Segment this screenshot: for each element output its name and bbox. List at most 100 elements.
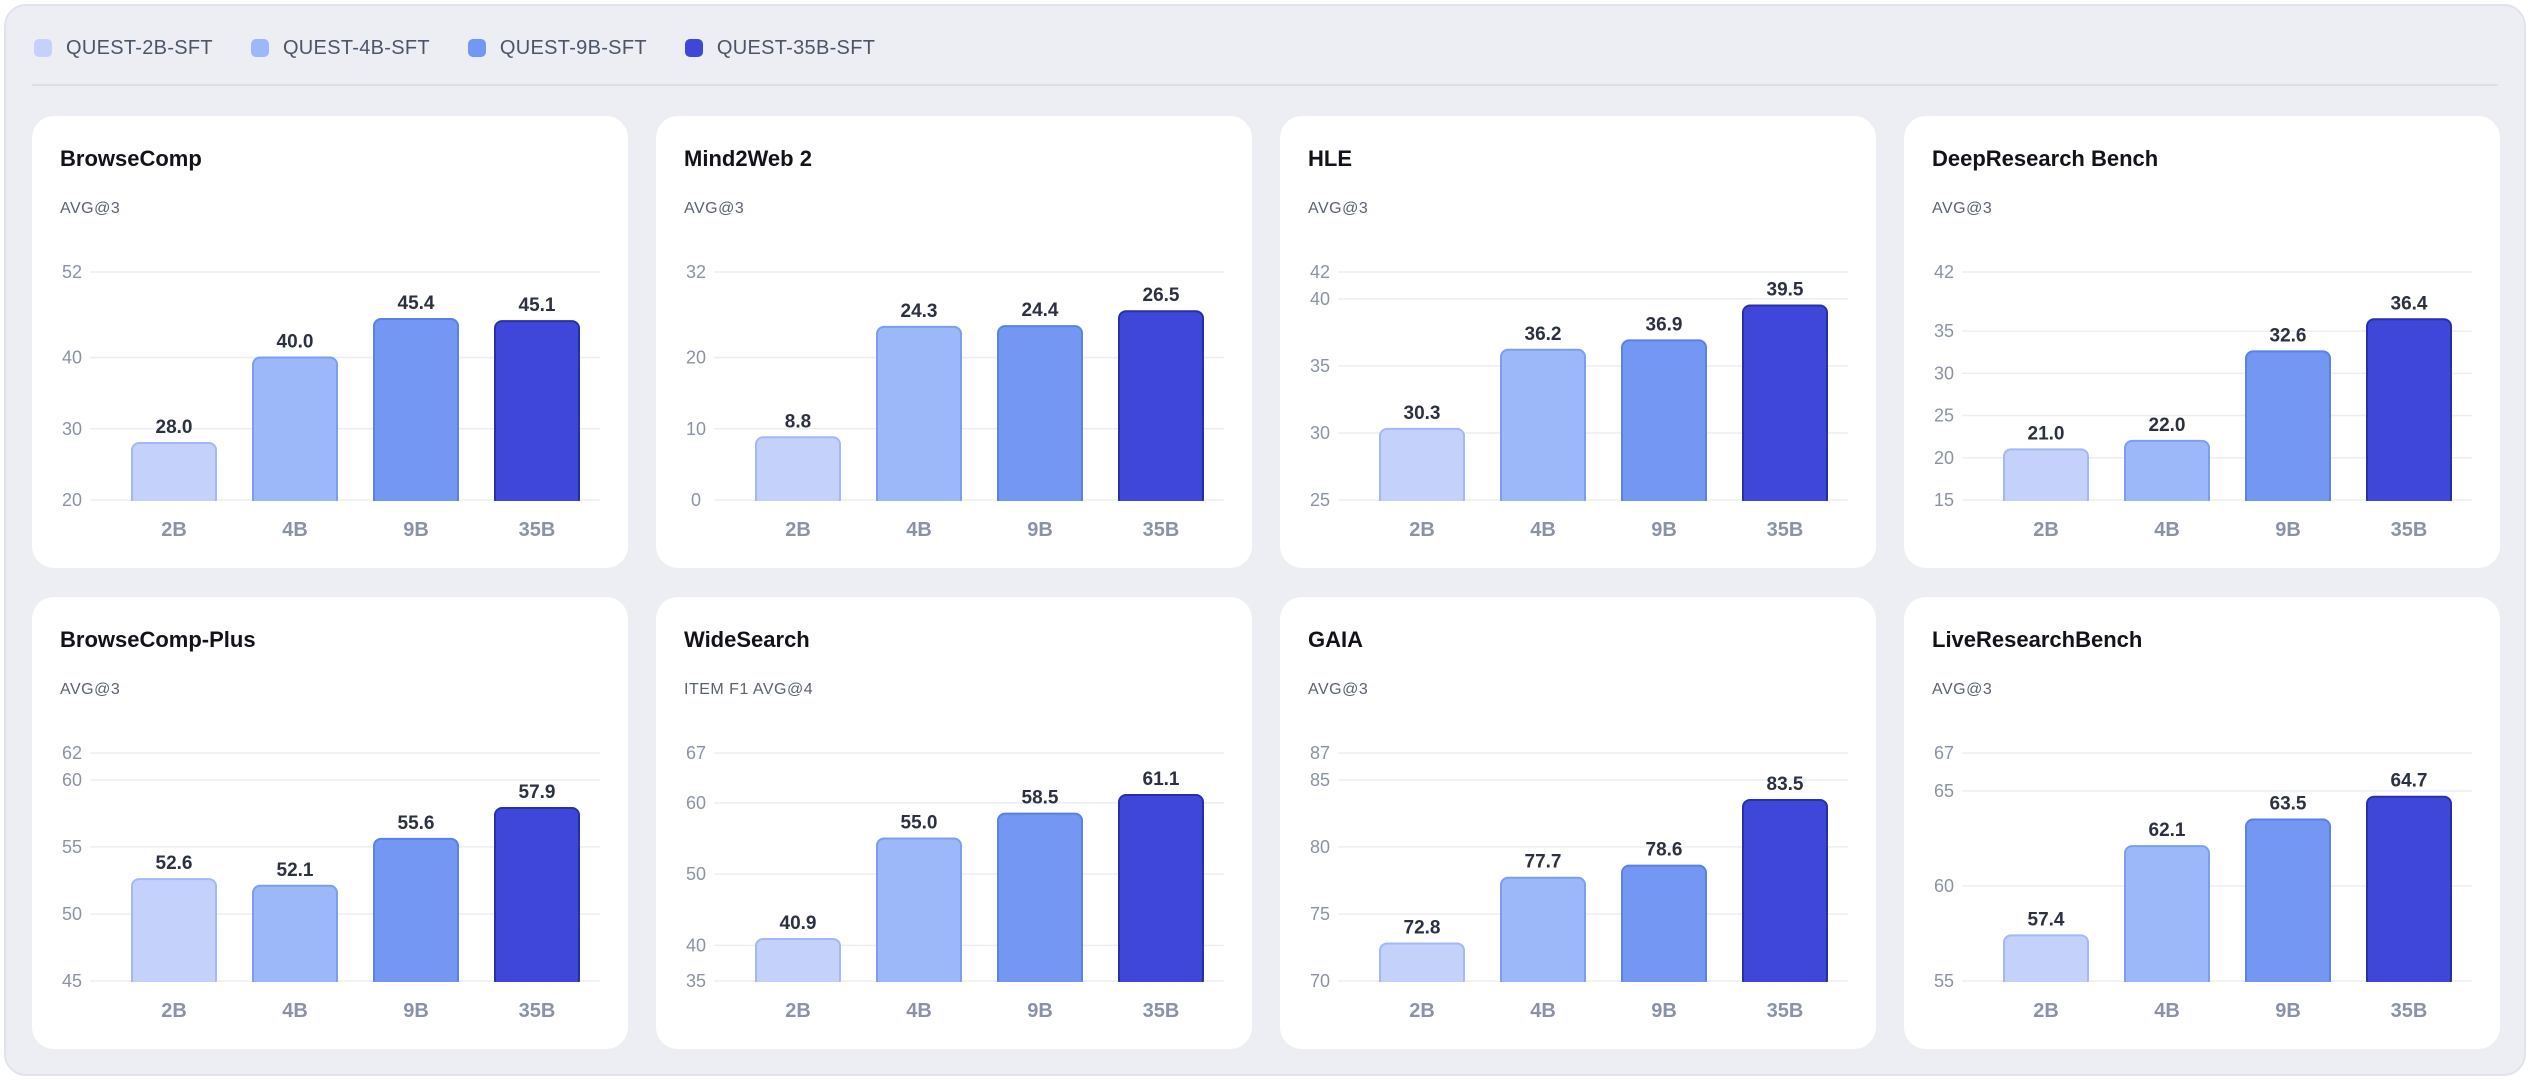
bar-4b[interactable] <box>252 884 338 988</box>
bar-2b[interactable] <box>1379 942 1465 988</box>
value-label: 63.5 <box>2270 794 2307 815</box>
bar-9b[interactable] <box>997 325 1083 507</box>
chart-card-widesearch: WideSearch ITEM F1 AVG@4 35 40 50 60 67 40.9 2… <box>656 597 1252 1049</box>
bar-chart-deepresearch-bench: 15 20 25 30 35 42 21.0 2B 22.0 4B 32.6 9B 36.4 35B <box>1934 262 2472 541</box>
y-tick-label: 32 <box>686 262 706 282</box>
value-label: 24.3 <box>901 301 938 322</box>
bar-chart-widesearch: 35 40 50 60 67 40.9 2B 55.0 4B 58.5 9B 61.1 35B <box>686 743 1224 1022</box>
y-tick-label: 40 <box>1310 289 1330 309</box>
bar-chart-hle: 25 30 35 40 42 30.3 2B 36.2 4B 36.9 9B 39.5 35B <box>1310 262 1848 541</box>
y-tick-label: 20 <box>62 490 82 510</box>
category-label: 2B <box>785 519 811 541</box>
value-label: 57.9 <box>519 782 556 803</box>
bar-9b[interactable] <box>2245 350 2331 507</box>
category-label: 2B <box>2033 519 2059 541</box>
category-label: 9B <box>2275 1000 2301 1022</box>
category-label: 35B <box>519 1000 556 1022</box>
y-tick-label: 30 <box>1310 423 1330 443</box>
legend-item-quest-2b[interactable]: QUEST-2B-SFT <box>34 37 213 60</box>
category-label: 35B <box>1143 1000 1180 1022</box>
bar-chart-browsecomp: 20 30 40 52 28.0 2B 40.0 4B 45.4 9B 45.1 35B <box>62 262 600 541</box>
bar-9b[interactable] <box>373 318 459 507</box>
baseline-cover <box>1962 982 2472 990</box>
legend: QUEST-2B-SFT QUEST-4B-SFT QUEST-9B-SFT Q… <box>34 32 913 64</box>
category-label: 35B <box>2391 1000 2428 1022</box>
y-tick-label: 75 <box>1310 904 1330 924</box>
bar-9b[interactable] <box>1621 339 1707 507</box>
legend-item-quest-35b[interactable]: QUEST-35B-SFT <box>684 37 875 60</box>
bar-35b[interactable] <box>1742 798 1828 988</box>
y-tick-label: 0 <box>691 490 701 510</box>
bar-2b[interactable] <box>131 442 217 507</box>
chart-subtitle: AVG@3 <box>60 681 121 698</box>
value-label: 8.8 <box>785 411 811 432</box>
bar-9b[interactable] <box>2245 818 2331 988</box>
bar-35b[interactable] <box>2366 795 2452 988</box>
chart-card-deepresearch-bench: DeepResearch Bench AVG@3 15 20 25 30 35 42 21.… <box>1904 116 2500 568</box>
y-tick-label: 55 <box>62 837 82 857</box>
legend-swatch <box>467 39 486 57</box>
legend-item-quest-9b[interactable]: QUEST-9B-SFT <box>467 37 647 60</box>
bar-35b[interactable] <box>1742 304 1828 507</box>
bar-4b[interactable] <box>2124 439 2210 507</box>
y-tick-label: 60 <box>62 770 82 790</box>
bar-35b[interactable] <box>2366 318 2452 507</box>
y-tick-label: 35 <box>1310 356 1330 376</box>
chart-card-gaia: GAIA AVG@3 70 75 80 85 87 72.8 2B 77.7 4B 78.6 9B 8… <box>1280 597 1876 1049</box>
category-label: 2B <box>1409 519 1435 541</box>
y-tick-label: 30 <box>62 419 82 439</box>
bar-2b[interactable] <box>1379 427 1465 507</box>
bar-2b[interactable] <box>2003 448 2089 508</box>
y-tick-label: 60 <box>686 793 706 813</box>
bar-4b[interactable] <box>1500 876 1586 988</box>
bar-4b[interactable] <box>876 325 962 507</box>
bar-2b[interactable] <box>131 878 217 988</box>
bar-35b[interactable] <box>494 806 580 988</box>
bar-35b[interactable] <box>1118 310 1204 507</box>
y-tick-label: 30 <box>1934 363 1954 383</box>
value-label: 28.0 <box>156 417 193 438</box>
bar-2b[interactable] <box>755 937 841 988</box>
chart-card-browsecomp: BrowseComp AVG@3 20 30 40 52 28.0 2B 40.0 4B 45.… <box>32 116 628 568</box>
chart-title: DeepResearch Bench <box>1932 146 2159 171</box>
value-label: 45.1 <box>519 295 556 316</box>
y-tick-label: 50 <box>62 904 82 924</box>
bar-4b[interactable] <box>1500 348 1586 507</box>
y-tick-label: 25 <box>1310 490 1330 510</box>
baseline-cover <box>714 982 1224 990</box>
bar-4b[interactable] <box>252 356 338 507</box>
bar-9b[interactable] <box>1621 864 1707 988</box>
y-tick-label: 25 <box>1934 406 1954 426</box>
value-label: 26.5 <box>1143 285 1180 306</box>
chart-subtitle: AVG@3 <box>1932 681 1993 698</box>
y-tick-label: 52 <box>62 262 82 282</box>
chart-title: GAIA <box>1308 627 1363 652</box>
category-label: 9B <box>1027 519 1053 541</box>
bar-chart-gaia: 70 75 80 85 87 72.8 2B 77.7 4B 78.6 9B 83.5 35B <box>1310 743 1848 1022</box>
value-label: 36.2 <box>1525 324 1562 345</box>
category-label: 4B <box>282 519 308 541</box>
bar-9b[interactable] <box>373 837 459 988</box>
bar-2b[interactable] <box>755 436 841 507</box>
value-label: 24.4 <box>1022 300 1059 321</box>
bar-35b[interactable] <box>494 320 580 507</box>
chart-title: WideSearch <box>684 627 810 652</box>
chart-card-hle: HLE AVG@3 25 30 35 40 42 30.3 2B 36.2 4B 36.9 9B 39… <box>1280 116 1876 568</box>
category-label: 35B <box>1143 519 1180 541</box>
y-tick-label: 20 <box>686 348 706 368</box>
baseline-cover <box>1338 501 1848 509</box>
value-label: 58.5 <box>1022 788 1059 809</box>
legend-swatch <box>684 39 703 57</box>
category-label: 35B <box>1767 1000 1804 1022</box>
y-tick-label: 40 <box>686 935 706 955</box>
legend-item-quest-4b[interactable]: QUEST-4B-SFT <box>250 37 430 60</box>
category-label: 4B <box>2154 1000 2180 1022</box>
category-label: 35B <box>1767 519 1804 541</box>
bar-35b[interactable] <box>1118 794 1204 988</box>
bar-2b[interactable] <box>2003 934 2089 988</box>
value-label: 39.5 <box>1767 280 1804 301</box>
y-tick-label: 15 <box>1934 490 1954 510</box>
bar-4b[interactable] <box>876 837 962 988</box>
bar-4b[interactable] <box>2124 845 2210 988</box>
bar-9b[interactable] <box>997 812 1083 988</box>
